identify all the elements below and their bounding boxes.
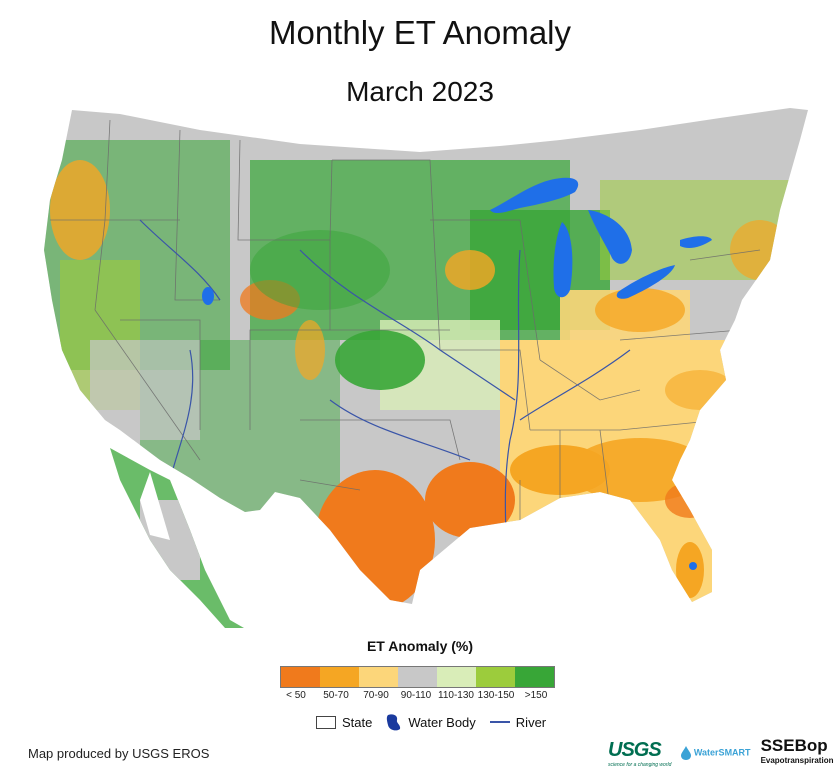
legend-label: 90-110 (400, 690, 432, 701)
legend-swatch-130-150 (476, 667, 515, 687)
map-credit: Map produced by USGS EROS (28, 746, 210, 761)
state-symbol-label: State (342, 714, 373, 730)
legend-title: ET Anomaly (%) (366, 638, 474, 654)
rivers (139, 219, 631, 601)
legend-label: < 50 (286, 690, 306, 701)
legend-color-bar (280, 666, 555, 688)
usgs-logo: USGS science for a changing world (608, 739, 671, 768)
legend-swatch-gt150 (515, 667, 554, 687)
water-bodies (202, 177, 712, 570)
logo-strip: USGS science for a changing world WaterS… (608, 736, 834, 768)
ssebop-subtext: Evapotranspiration (760, 756, 834, 765)
usgs-logo-text: USGS (608, 738, 662, 761)
state-borders (50, 119, 761, 580)
water-body-icon (387, 714, 401, 731)
legend-label: 130-150 (477, 690, 515, 701)
legend-label: 50-70 (323, 690, 349, 701)
river-icon (489, 721, 510, 723)
ssebop-logo: SSEBop Evapotranspiration (760, 736, 834, 768)
watersmart-text: WaterSMART (693, 747, 751, 758)
water-body-label: Water Body (408, 714, 476, 730)
legend-swatch-lt50 (281, 667, 320, 687)
legend-label: 110-130 (438, 690, 474, 701)
et-anomaly-map (44, 108, 808, 628)
legend-labels: < 50 50-70 70-90 90-110 110-130 130-150 … (276, 690, 566, 701)
map-symbol-legend: State Water Body River (316, 712, 546, 732)
map-subtitle: March 2023 (346, 76, 494, 107)
legend-label: >150 (524, 690, 548, 701)
map-title: Monthly ET Anomaly (268, 14, 572, 51)
conus-landmass (44, 108, 808, 604)
water-drop-icon (681, 746, 692, 760)
watersmart-logo: WaterSMART (681, 746, 751, 760)
legend-swatch-90-110 (398, 667, 437, 687)
legend-label: 70-90 (363, 690, 389, 701)
state-symbol-icon (316, 715, 336, 729)
legend-swatch-50-70 (320, 667, 359, 687)
ssebop-text: SSEBop (760, 736, 828, 755)
legend-swatch-70-90 (359, 667, 398, 687)
river-label: River (515, 714, 547, 730)
usgs-tagline: science for a changing world (608, 761, 672, 768)
legend-swatch-110-130 (437, 667, 476, 687)
